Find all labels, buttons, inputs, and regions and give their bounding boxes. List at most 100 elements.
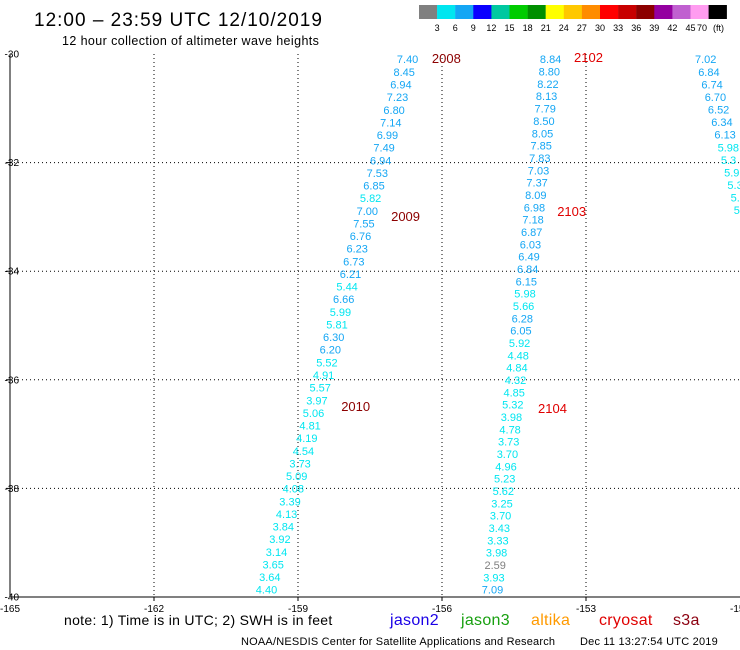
colorbar-cell (455, 5, 474, 19)
wave-height-value: 6.30 (323, 332, 344, 344)
y-tick-labels: -30 -32 -34 -36 -38 -40 (5, 50, 20, 604)
wave-height-value: 4.96 (495, 461, 516, 473)
wave-height-value: 3.70 (497, 449, 518, 461)
colorbar-cell (636, 5, 655, 19)
wave-height-value: 3.98 (501, 412, 522, 424)
wave-height-value: 5.3 (721, 155, 736, 167)
wave-height-value: 3.14 (266, 547, 287, 559)
colorbar-cell (545, 5, 564, 19)
wave-height-value: 5.98 (514, 289, 535, 301)
colorbar-label: 33 (613, 23, 623, 33)
cycle-labels: 2008 2102 2009 2103 2010 2104 (341, 50, 603, 416)
wave-height-value: 5.9 (724, 167, 739, 179)
wave-height-value: 6.84 (698, 67, 719, 79)
wave-height-value: 7.85 (531, 141, 552, 153)
wave-height-value: 6.52 (708, 105, 729, 117)
wave-height-value: 6.85 (363, 181, 384, 193)
wave-height-value: 6.94 (370, 155, 391, 167)
wave-height-value: 7.79 (535, 104, 556, 116)
legend-item: s3a (673, 612, 700, 629)
wave-height-value: 5.57 (310, 383, 331, 395)
wave-height-value: 6.28 (512, 313, 533, 325)
y-tick-label: -34 (5, 267, 20, 278)
wave-height-value: 3.39 (279, 496, 300, 508)
colorbar-cell (654, 5, 673, 19)
wave-height-value: 7.55 (353, 218, 374, 230)
wave-height-value: 7.03 (528, 165, 549, 177)
legend-item: jason3 (460, 612, 510, 629)
colorbar-label: 6 (453, 23, 458, 33)
colorbar-label: 30 (595, 23, 605, 33)
wave-height-value: 4.19 (296, 433, 317, 445)
satellite-legend: jason2 jason3 altika cryosat s3a (389, 612, 700, 629)
wave-height-value: 5. (731, 193, 740, 205)
colorbar-label: 15 (504, 23, 514, 33)
colorbar-cell (563, 5, 583, 19)
wave-height-value: 4.78 (499, 424, 520, 436)
wave-height-value: 7.53 (367, 168, 388, 180)
cycle-label: 2102 (574, 50, 603, 65)
wave-height-value: 4.13 (276, 509, 297, 521)
wave-height-value: 8.22 (537, 79, 558, 91)
wave-height-value: 3.64 (259, 572, 280, 584)
wave-height-value: 5.98 (718, 142, 739, 154)
wave-height-tracks: 7.408.456.947.236.807.146.997.496.947.53… (256, 54, 740, 597)
y-tick-label: -38 (5, 484, 20, 495)
colorbar-cell (581, 5, 601, 19)
wave-height-value: 3.25 (491, 498, 512, 510)
colorbar-cell (600, 5, 619, 19)
track-3: 7.026.846.746.706.526.346.135.985.35.95.… (695, 54, 740, 217)
wave-height-value: 8.50 (533, 116, 554, 128)
wave-height-value: 5. (734, 205, 740, 217)
wave-height-value: 6.05 (510, 326, 531, 338)
colorbar-label: 42 (667, 23, 677, 33)
wave-height-value: 3.98 (486, 548, 507, 560)
wave-height-value: 8.09 (525, 190, 546, 202)
wave-height-value: 5.23 (494, 474, 515, 486)
wave-height-value: 3.84 (273, 522, 294, 534)
wave-height-value: 4.54 (293, 446, 314, 458)
wave-height-value: 8.45 (394, 67, 415, 79)
colorbar-cell (509, 5, 528, 19)
colorbar-cell (473, 5, 492, 19)
colorbar-label: 9 (471, 23, 476, 33)
colorbar-cell (437, 5, 456, 19)
units-note: note: 1) Time is in UTC; 2) SWH is in fe… (64, 612, 333, 628)
wave-height-value: 6.13 (714, 130, 735, 142)
cycle-label: 2103 (557, 204, 586, 219)
wave-height-value: 3.93 (483, 572, 504, 584)
wave-height-value: 7.00 (357, 206, 378, 218)
wave-height-value: 5.81 (326, 320, 347, 332)
wave-height-value: 5.82 (360, 193, 381, 205)
wave-height-value: 4.08 (283, 484, 304, 496)
wave-height-value: 5.32 (502, 400, 523, 412)
cycle-label: 2104 (538, 401, 567, 416)
wave-height-value: 3.73 (289, 458, 310, 470)
wave-height-value: 8.05 (532, 128, 553, 140)
wave-height-value: 6.23 (347, 244, 368, 256)
cycle-label: 2010 (341, 399, 370, 414)
wave-height-value: 6.70 (705, 92, 726, 104)
cycle-label: 2009 (391, 209, 420, 224)
wave-height-value: 3.70 (490, 511, 511, 523)
wave-height-value: 7.09 (482, 585, 503, 597)
colorbar-cell (419, 5, 438, 19)
wave-height-value: 3.92 (269, 534, 290, 546)
legend-item: jason2 (389, 612, 439, 629)
wave-height-value: 7.37 (526, 178, 547, 190)
colorbar-cell (690, 5, 709, 19)
footer-credit: NOAA/NESDIS Center for Satellite Applica… (241, 636, 555, 648)
wave-height-value: 6.80 (383, 105, 404, 117)
wave-height-value: 3.73 (498, 437, 519, 449)
colorbar-label: 45 (685, 23, 695, 33)
wave-height-value: 6.74 (701, 79, 722, 91)
wave-height-value: 5.44 (336, 282, 357, 294)
wave-height-value: 4.81 (299, 421, 320, 433)
x-tick-label: -165 (0, 604, 20, 615)
y-tick-label: -30 (5, 50, 20, 61)
track-2: 8.848.808.228.137.798.508.057.857.837.03… (482, 54, 562, 597)
wave-height-value: 6.73 (343, 256, 364, 268)
wave-height-value: 3.43 (489, 523, 510, 535)
colorbar-cell (527, 5, 546, 19)
